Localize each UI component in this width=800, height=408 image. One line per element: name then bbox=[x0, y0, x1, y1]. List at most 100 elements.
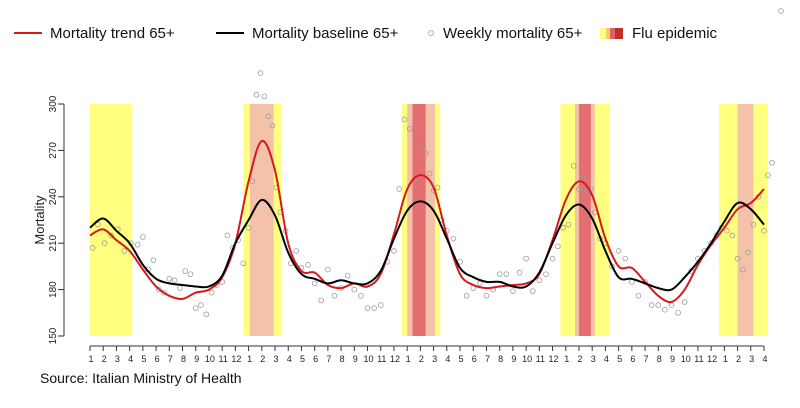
series-lines bbox=[89, 140, 765, 304]
weekly-point bbox=[529, 288, 536, 294]
y-tick-label-300: 300 bbox=[48, 95, 59, 112]
x-tick-label: 9 bbox=[194, 354, 199, 364]
x-tick-label: 12 bbox=[549, 354, 559, 364]
weekly-point bbox=[203, 311, 210, 318]
x-tick-label: 3 bbox=[274, 354, 279, 364]
weekly-point bbox=[570, 163, 577, 169]
weekly-point bbox=[761, 228, 767, 234]
weekly-point bbox=[655, 302, 662, 308]
weekly-point bbox=[622, 255, 629, 262]
x-tick-label: 10 bbox=[364, 354, 374, 364]
x-tick-label: 2 bbox=[577, 354, 582, 364]
x-tick-label: 12 bbox=[707, 354, 717, 364]
x-tick-label: 3 bbox=[115, 354, 120, 364]
weekly-point bbox=[257, 70, 264, 76]
weekly-point bbox=[740, 266, 746, 273]
flu-peak-band-2 bbox=[412, 104, 426, 336]
weekly-point-outlier bbox=[778, 8, 784, 14]
weekly-point bbox=[171, 277, 178, 284]
x-tick-label: 2 bbox=[102, 354, 107, 364]
x-tick-label: 1 bbox=[88, 354, 93, 364]
weekly-point bbox=[668, 302, 675, 308]
weekly-point bbox=[496, 271, 503, 277]
weekly-point bbox=[675, 309, 681, 316]
y-tick-label-180: 180 bbox=[48, 281, 59, 298]
weekly-point bbox=[729, 232, 736, 239]
x-tick-label: 1 bbox=[723, 354, 728, 364]
weekly-point bbox=[101, 240, 108, 247]
weekly-point bbox=[681, 299, 688, 305]
x-tick-label: 11 bbox=[377, 354, 386, 364]
weekly-point bbox=[745, 249, 751, 256]
weekly-point bbox=[95, 221, 101, 228]
x-tick-label: 12 bbox=[231, 354, 241, 364]
weekly-point bbox=[249, 178, 256, 185]
flu-mid-band-4 bbox=[737, 104, 754, 336]
x-tick-label: 4 bbox=[128, 354, 133, 364]
legend-baseline-label: Mortality baseline 65+ bbox=[252, 25, 399, 42]
x-tick-label: 2 bbox=[419, 354, 424, 364]
x-tick-label: 9 bbox=[353, 354, 358, 364]
weekly-point bbox=[89, 245, 96, 251]
x-tick-label: 8 bbox=[340, 354, 345, 364]
weekly-point bbox=[182, 268, 188, 274]
x-tick-label: 3 bbox=[749, 354, 754, 364]
weekly-point bbox=[331, 292, 338, 299]
flu-epidemic-bands bbox=[90, 104, 768, 336]
x-tick-label: 12 bbox=[390, 354, 400, 364]
weekly-point bbox=[549, 255, 556, 262]
x-tick-label: 5 bbox=[459, 354, 464, 364]
weekly-point bbox=[371, 305, 377, 311]
x-tick-label: 10 bbox=[681, 354, 691, 364]
x-tick-label: 4 bbox=[762, 354, 767, 364]
weekly-point bbox=[265, 113, 272, 120]
weekly-point bbox=[187, 271, 194, 277]
x-tick-label: 10 bbox=[522, 354, 532, 364]
x-tick-label: 6 bbox=[155, 354, 160, 364]
weekly-point bbox=[161, 289, 167, 296]
weekly-point bbox=[364, 305, 371, 311]
weekly-point bbox=[426, 170, 433, 177]
weekly-point bbox=[750, 221, 757, 228]
weekly-point bbox=[240, 260, 247, 267]
x-tick-label: 2 bbox=[736, 354, 741, 364]
legend: Mortality trend 65+ Mortality baseline 6… bbox=[14, 25, 718, 42]
x-tick-label: 1 bbox=[406, 354, 411, 364]
weekly-point bbox=[635, 292, 642, 299]
weekly-point bbox=[555, 243, 561, 250]
weekly-point bbox=[463, 292, 470, 299]
x-tick-label: 6 bbox=[630, 354, 635, 364]
x-tick-label: 3 bbox=[591, 354, 596, 364]
weekly-point bbox=[407, 125, 413, 132]
weekly-point bbox=[311, 280, 318, 287]
weekly-point bbox=[208, 289, 215, 296]
weekly-point bbox=[177, 285, 183, 291]
legend-weekly-swatch bbox=[428, 30, 434, 36]
x-tick-label: 11 bbox=[694, 354, 703, 364]
y-tick-label-210: 210 bbox=[48, 234, 59, 251]
weekly-point bbox=[560, 224, 566, 231]
weekly-point bbox=[450, 235, 457, 242]
weekly-point bbox=[724, 228, 730, 234]
x-tick-label: 8 bbox=[498, 354, 503, 364]
weekly-point bbox=[510, 288, 516, 294]
weekly-point bbox=[418, 146, 425, 152]
weekly-point bbox=[434, 184, 441, 191]
legend-trend-label: Mortality trend 65+ bbox=[50, 25, 175, 42]
x-tick-label: 7 bbox=[168, 354, 173, 364]
weekly-point bbox=[293, 248, 299, 254]
weekly-point bbox=[166, 275, 173, 282]
weekly-point bbox=[377, 302, 384, 308]
weekly-point bbox=[477, 280, 483, 287]
weekly-point bbox=[734, 255, 741, 262]
weekly-point bbox=[269, 122, 276, 129]
y-axis-label: Mortality bbox=[32, 195, 47, 245]
weekly-point bbox=[351, 286, 358, 293]
weekly-point bbox=[192, 305, 199, 311]
weekly-point bbox=[543, 271, 549, 277]
weekly-point bbox=[414, 124, 421, 130]
weekly-point bbox=[580, 175, 586, 182]
weekly-point bbox=[224, 232, 231, 239]
weekly-point bbox=[325, 266, 331, 273]
